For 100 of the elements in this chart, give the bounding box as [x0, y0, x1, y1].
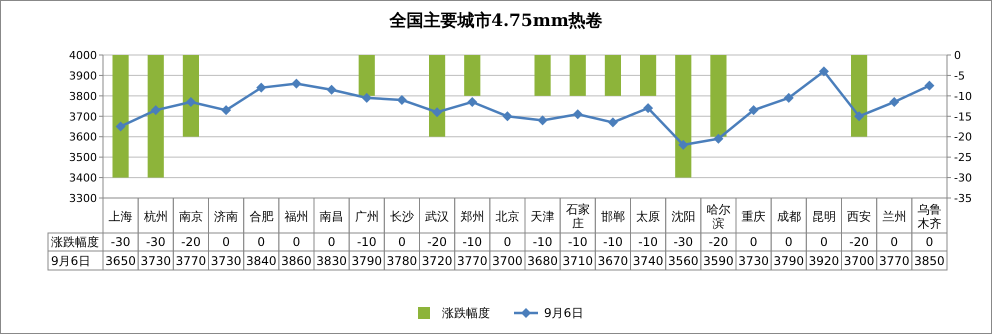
data-label: -10 — [603, 235, 623, 249]
data-label: 0 — [328, 235, 336, 249]
data-label: 3590 — [703, 254, 734, 268]
point — [432, 107, 442, 118]
point — [643, 103, 654, 114]
data-label: 3850 — [914, 254, 945, 268]
data-label: 3650 — [105, 254, 136, 268]
point — [256, 82, 266, 93]
data-label: 3720 — [422, 254, 452, 268]
x-tick-label: 南京 — [178, 210, 203, 224]
data-label: 0 — [292, 235, 300, 249]
x-tick-label: 邯郸 — [600, 210, 625, 224]
data-label: 3780 — [386, 254, 418, 268]
point — [608, 117, 618, 128]
data-label: -20 — [849, 235, 869, 249]
x-tick-label: 武汉 — [425, 210, 450, 224]
point — [748, 105, 759, 116]
y2-tick-label: -20 — [954, 130, 972, 144]
y-tick-label: 3400 — [69, 172, 97, 185]
point — [924, 80, 934, 91]
point — [572, 109, 583, 120]
x-tick-label: 西安 — [847, 210, 872, 224]
data-label: 3710 — [562, 254, 594, 268]
text: 涨跌幅度 — [51, 235, 99, 249]
x-tick-label: 广州 — [354, 210, 379, 224]
data-label: -20 — [181, 235, 201, 249]
data-label: -10 — [356, 235, 377, 249]
point — [221, 105, 232, 116]
x-tick-label: 沈阳 — [671, 210, 696, 224]
y-tick-label: 3900 — [69, 69, 97, 82]
y2-tick-label: -35 — [954, 192, 972, 205]
y2-tick-label: -10 — [954, 90, 972, 103]
data-label: 3560 — [668, 254, 699, 268]
y-tick-label: 3300 — [69, 192, 97, 205]
x-tick-label: 哈尔滨 — [706, 202, 730, 230]
point — [326, 84, 337, 95]
point — [362, 92, 372, 103]
x-tick-label: 郑州 — [460, 210, 484, 224]
y-tick-label: 3700 — [69, 110, 97, 124]
x-tick-label: 北京 — [495, 210, 520, 224]
y2-tick-label: -25 — [954, 151, 972, 164]
point — [116, 122, 126, 132]
x-tick-label: 福州 — [284, 210, 308, 224]
data-label: 3700 — [844, 254, 874, 268]
y-tick-label: 3800 — [69, 90, 97, 103]
x-tick-label: 杭州 — [142, 210, 168, 224]
data-label: -10 — [638, 235, 658, 249]
data-label: -10 — [568, 235, 588, 249]
data-label: 0 — [890, 235, 898, 249]
x-tick-label: 成都 — [776, 210, 801, 224]
point — [889, 96, 900, 107]
chart-title: 全国主要城市4.75mm热卷 — [388, 11, 603, 31]
data-label: 3920 — [808, 254, 840, 268]
data-label: -10 — [532, 235, 552, 249]
point — [678, 140, 688, 150]
point — [502, 111, 512, 122]
y-tick-label: 3600 — [69, 130, 97, 144]
data-label: 3770 — [176, 254, 206, 268]
x-tick-label: 重庆 — [742, 210, 766, 224]
point — [818, 66, 829, 76]
data-label: 3740 — [632, 254, 664, 268]
point — [538, 115, 548, 126]
data-label: 3700 — [492, 254, 523, 268]
y2-tick-label: -30 — [954, 172, 972, 185]
x-tick-label: 长沙 — [390, 210, 414, 224]
data-label: 3730 — [210, 254, 242, 268]
point — [291, 78, 302, 89]
point — [150, 105, 161, 116]
point — [854, 111, 864, 122]
y-tick-label: 3500 — [69, 151, 97, 164]
data-label: 0 — [504, 235, 512, 249]
data-label: 0 — [784, 235, 793, 249]
data-label: 0 — [926, 235, 934, 249]
y-tick-label: 4000 — [69, 49, 97, 62]
data-label: 0 — [750, 235, 758, 249]
data-label: -30 — [673, 235, 694, 249]
x-tick-label: 昆明 — [812, 210, 836, 224]
point — [467, 96, 478, 107]
data-label: 3730 — [140, 254, 172, 268]
data-label: -30 — [146, 235, 166, 249]
point — [784, 92, 794, 103]
y2-tick-label: -15 — [954, 110, 972, 124]
text: 9月6日 — [51, 254, 90, 268]
data-label: 3770 — [456, 254, 488, 268]
y2-tick-label: -5 — [954, 69, 965, 82]
data-label: 3730 — [738, 254, 769, 268]
point — [186, 96, 196, 107]
data-label: 0 — [257, 235, 266, 249]
y2-tick-label: 0 — [954, 49, 961, 62]
data-label: 3770 — [878, 254, 910, 268]
point — [713, 134, 724, 144]
data-label: 3840 — [246, 254, 277, 268]
x-tick-label: 南昌 — [320, 210, 344, 224]
data-label: 0 — [820, 235, 828, 249]
legend-label: 涨跌幅度 — [442, 306, 490, 320]
x-tick-label: 太原 — [636, 210, 660, 224]
data-label: -10 — [462, 235, 482, 249]
data-label: 0 — [398, 235, 406, 249]
data-label: 3860 — [281, 254, 312, 268]
data-label: 0 — [222, 235, 230, 249]
